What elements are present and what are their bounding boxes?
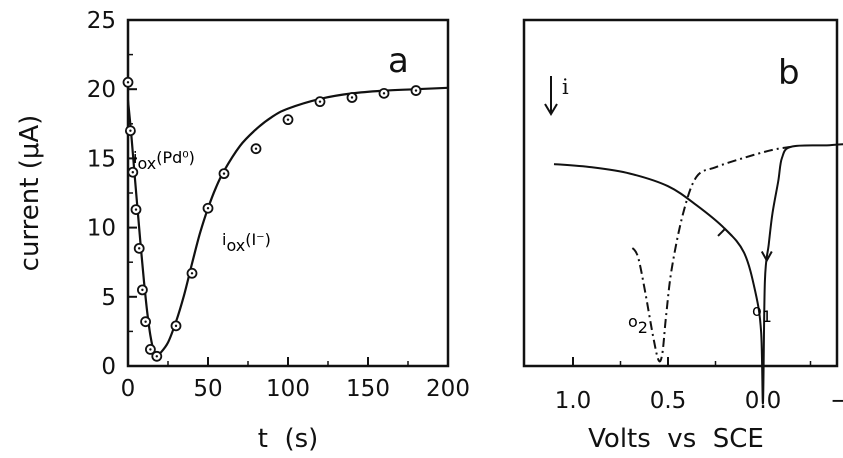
panel-a-data-point-center <box>129 129 132 132</box>
panel-a-data-point-center <box>155 355 158 358</box>
annotation-iox-pd-rest: (Pd⁰) <box>156 148 195 167</box>
panel-a-data-point-center <box>149 348 152 351</box>
panel-a-data-point-center <box>414 89 418 92</box>
panel-b-arrow-return <box>717 227 733 237</box>
peak-label-o1: o1 <box>752 301 772 326</box>
panel-b-curves-group <box>553 143 843 405</box>
annotation-iox-pd-main: i <box>133 148 137 167</box>
annotation-iox-i: iox(I⁻) <box>222 230 271 255</box>
panel-a-data-point-center <box>174 324 178 328</box>
panel-b-ticks <box>572 357 812 366</box>
peak-label-o1-main: o <box>752 301 762 320</box>
panel-a-points-group <box>122 76 422 362</box>
panel-a-fit-curve <box>126 86 449 358</box>
panel-a-data-point-center <box>222 172 226 175</box>
panel-b-solid-curve <box>553 143 843 405</box>
current-arrow-label: i <box>562 75 569 99</box>
panel-b-letter: b <box>778 53 800 93</box>
panel-a-data-point-center <box>286 118 290 121</box>
panel-a-data-point-center <box>134 208 138 211</box>
panel-a-ytick-label: 15 <box>87 146 116 172</box>
panel-b: 1.00.50.0−0.5 Volts vs SCE b i o1 o2 <box>522 18 843 454</box>
panel-a-tick-labels: 0 50 100 150 200 0 5 10 15 20 25 <box>87 8 470 402</box>
panel-b-tick-labels: 1.00.50.0−0.5 <box>555 388 843 414</box>
peak-label-o1-sub: 1 <box>762 307 772 326</box>
panel-a-ytick-label: 5 <box>101 285 116 311</box>
panel-a-ytick-label: 25 <box>87 8 116 34</box>
panel-a-xtick-label: 200 <box>426 376 470 402</box>
annotation-iox-pd: iox(Pd⁰) <box>133 148 195 173</box>
current-arrow-head <box>544 103 558 116</box>
panel-b-xlabel: Volts vs SCE <box>588 424 764 454</box>
annotation-iox-i-rest: (I⁻) <box>245 230 271 249</box>
panel-b-frame <box>522 18 839 368</box>
panel-a-xtick-label: 50 <box>193 376 222 402</box>
panel-b-xtick-label: 0.5 <box>650 388 687 414</box>
panel-a-xtick-label: 150 <box>346 376 390 402</box>
panel-b-xtick-label: −0.5 <box>830 388 843 414</box>
panel-b-dash-dot-curve <box>629 145 792 363</box>
panel-a-fit-curve-group <box>126 86 449 358</box>
panel-a-xtick-label: 100 <box>266 376 310 402</box>
annotation-iox-i-main: i <box>222 230 226 249</box>
panel-a-ytick-label: 10 <box>87 216 116 242</box>
panel-a-data-point-center <box>126 81 130 84</box>
panel-a-data-point-center <box>382 92 386 95</box>
peak-label-o2-main: o <box>628 312 638 331</box>
panel-a-xlabel: t (s) <box>258 424 319 454</box>
panel-a-xtick-label: 0 <box>121 376 136 402</box>
panel-a-data-point-center <box>350 96 354 99</box>
peak-label-o2-sub: 2 <box>638 318 648 337</box>
panel-a-data-point-center <box>254 147 258 150</box>
panel-a-data-point-center <box>138 247 141 250</box>
annotation-iox-pd-sub: ox <box>137 154 156 173</box>
current-direction-arrow: i <box>544 75 569 116</box>
panel-a-ytick-label: 20 <box>87 77 116 103</box>
panel-a-data-point-center <box>144 320 147 323</box>
panel-a-data-point-center <box>206 207 210 210</box>
panel-a-data-point-center <box>318 100 322 103</box>
panel-a-data-point-center <box>190 272 194 275</box>
annotation-iox-i-sub: ox <box>226 236 245 255</box>
panel-a-data-point-center <box>131 171 134 174</box>
panel-a-data-point-center <box>141 288 144 292</box>
panel-a-letter: a <box>388 41 409 81</box>
panel-a: 0 50 100 150 200 0 5 10 15 20 25 current (μA) t (s… <box>15 8 470 454</box>
peak-label-o2: o2 <box>628 312 648 337</box>
panel-a-ylabel: current (μA) <box>15 115 45 272</box>
panel-b-arrow-scan <box>760 251 773 263</box>
panel-a-ytick-label: 0 <box>101 354 116 380</box>
panel-b-xtick-label: 1.0 <box>555 388 592 414</box>
